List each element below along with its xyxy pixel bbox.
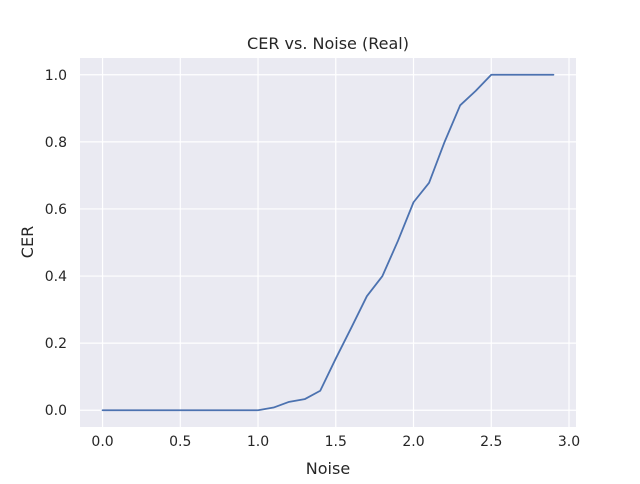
- y-tick-label: 1.0: [45, 68, 67, 84]
- series-layer: [101, 73, 555, 412]
- x-axis-label: Noise: [306, 459, 350, 478]
- y-tick-label: 0.4: [45, 269, 67, 285]
- y-tick-label: 0.2: [45, 336, 67, 352]
- x-tick-label: 0.5: [169, 434, 191, 450]
- x-tick-label: 2.5: [480, 434, 502, 450]
- chart-title: CER vs. Noise (Real): [247, 34, 409, 53]
- y-tick-label: 0.8: [45, 135, 67, 151]
- x-tick-label: 3.0: [558, 434, 580, 450]
- x-axis-ticks: 0.0 0.5 1.0 1.5 2.0 2.5 3.0: [91, 434, 580, 450]
- x-tick-label: 0.0: [91, 434, 113, 450]
- y-axis-label: CER: [18, 226, 37, 258]
- series-line: [101, 73, 555, 412]
- y-tick-label: 0.0: [45, 403, 67, 419]
- x-tick-label: 2.0: [402, 434, 424, 450]
- plot-area: [80, 58, 576, 427]
- y-tick-label: 0.6: [45, 202, 67, 218]
- x-tick-label: 1.0: [247, 434, 269, 450]
- y-axis-ticks: 0.0 0.2 0.4 0.6 0.8 1.0: [45, 68, 67, 419]
- x-tick-label: 1.5: [325, 434, 347, 450]
